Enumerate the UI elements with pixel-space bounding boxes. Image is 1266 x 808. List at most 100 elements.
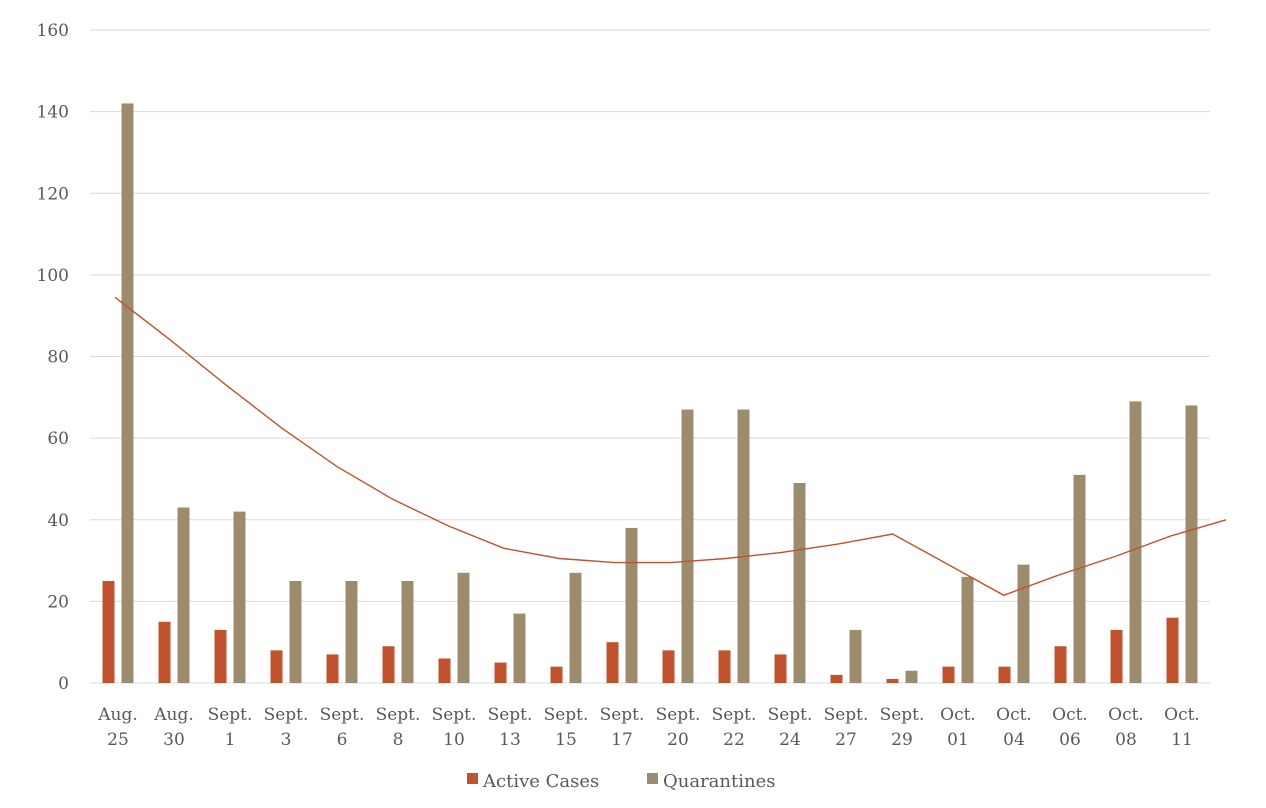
y-tick-label: 20: [47, 592, 69, 612]
bar-quarantines: [961, 576, 974, 683]
x-tick-label: 20: [667, 730, 689, 750]
x-tick-label: Oct.: [1108, 705, 1144, 725]
x-tick-label: Sept.: [488, 705, 533, 725]
bar-active-cases: [326, 654, 339, 683]
bar-active-cases: [270, 650, 283, 683]
x-tick-label: 08: [1115, 730, 1137, 750]
bar-quarantines: [1129, 401, 1142, 683]
x-tick-label: 15: [555, 730, 577, 750]
legend-label: Active Cases: [482, 771, 599, 792]
x-tick-label: Oct.: [996, 705, 1032, 725]
x-tick-label: Sept.: [544, 705, 589, 725]
y-tick-label: 140: [37, 103, 69, 123]
legend-swatch-active-cases: [467, 773, 478, 784]
bar-quarantines: [289, 580, 302, 683]
x-tick-label: 1: [225, 730, 236, 750]
bar-active-cases: [1166, 617, 1179, 683]
bar-active-cases: [382, 646, 395, 683]
bar-quarantines: [569, 572, 582, 683]
bar-active-cases: [1054, 646, 1067, 683]
bar-active-cases: [214, 629, 227, 683]
x-tick-label: 22: [723, 730, 745, 750]
x-tick-label: Sept.: [768, 705, 813, 725]
gridlines: [90, 29, 1210, 684]
x-tick-label: 13: [499, 730, 521, 750]
x-tick-label: Oct.: [1052, 705, 1088, 725]
legend-label: Quarantines: [663, 771, 775, 792]
y-tick-label: 80: [47, 348, 69, 368]
bar-quarantines: [905, 670, 918, 683]
y-tick-label: 60: [47, 429, 69, 449]
bar-quarantines: [793, 483, 806, 683]
bar-quarantines: [849, 629, 862, 683]
bar-active-cases: [942, 666, 955, 683]
y-tick-label: 40: [47, 511, 69, 531]
bar-quarantines: [401, 580, 414, 683]
bar-quarantines: [1073, 474, 1086, 683]
x-tick-label: Aug.: [97, 705, 138, 725]
bar-quarantines: [625, 527, 638, 683]
bar-active-cases: [606, 642, 619, 683]
x-tick-label: Sept.: [320, 705, 365, 725]
x-tick-label: Sept.: [376, 705, 421, 725]
bar-quarantines: [1017, 564, 1030, 683]
bar-active-cases: [830, 674, 843, 683]
x-tick-label: 3: [281, 730, 292, 750]
x-tick-label: 11: [1171, 730, 1193, 750]
x-tick-label: 6: [337, 730, 348, 750]
x-tick-label: Sept.: [712, 705, 757, 725]
bar-active-cases: [1110, 629, 1123, 683]
y-tick-label: 160: [37, 21, 69, 41]
trendline-path: [114, 296, 1227, 597]
x-tick-label: 01: [947, 730, 969, 750]
bar-active-cases: [438, 658, 451, 683]
bar-active-cases: [494, 662, 507, 683]
x-axis-tick-labels: Aug. 25 Aug. 30 Sept. 1 Sept. 3 Sept. 6 Sept. 8 Sept…: [97, 705, 1200, 750]
x-tick-label: 8: [393, 730, 404, 750]
bar-quarantines: [457, 572, 470, 683]
bar-active-cases: [662, 650, 675, 683]
x-tick-label: 29: [891, 730, 913, 750]
x-tick-label: 10: [443, 730, 465, 750]
bar-active-cases: [158, 621, 171, 683]
bar-active-cases: [718, 650, 731, 683]
x-tick-label: Sept.: [880, 705, 925, 725]
bar-quarantines: [681, 409, 694, 683]
bar-active-cases: [774, 654, 787, 683]
y-axis-tick-labels: 0 20 40 60 80 100 120 140 160: [37, 21, 69, 694]
x-tick-label: Oct.: [940, 705, 976, 725]
x-tick-label: Sept.: [432, 705, 477, 725]
x-tick-label: Sept.: [600, 705, 645, 725]
x-tick-label: Sept.: [208, 705, 253, 725]
bars: [102, 103, 1198, 683]
y-tick-label: 0: [58, 674, 69, 694]
bar-quarantines: [233, 511, 246, 683]
bar-active-cases: [102, 580, 115, 683]
bar-quarantines: [1185, 405, 1198, 683]
bar-active-cases: [998, 666, 1011, 683]
bar-active-cases: [886, 678, 899, 683]
x-tick-label: 17: [611, 730, 633, 750]
x-tick-label: Sept.: [656, 705, 701, 725]
bar-quarantines: [345, 580, 358, 683]
bar-active-cases: [550, 666, 563, 683]
bar-quarantines: [737, 409, 750, 683]
x-tick-label: 25: [107, 730, 129, 750]
bar-quarantines: [513, 613, 526, 683]
x-tick-label: Oct.: [1164, 705, 1200, 725]
y-tick-label: 120: [37, 184, 69, 204]
trendline: [114, 296, 1227, 597]
y-tick-label: 100: [37, 266, 69, 286]
bar-quarantines: [121, 103, 134, 683]
x-tick-label: Aug.: [153, 705, 194, 725]
x-tick-label: Sept.: [824, 705, 869, 725]
legend: Active Cases Quarantines: [467, 771, 775, 792]
legend-swatch-quarantines: [647, 773, 658, 784]
x-tick-label: 04: [1003, 730, 1025, 750]
x-tick-label: Sept.: [264, 705, 309, 725]
bar-quarantines: [177, 507, 190, 683]
x-tick-label: 27: [835, 730, 857, 750]
x-tick-label: 24: [779, 730, 801, 750]
